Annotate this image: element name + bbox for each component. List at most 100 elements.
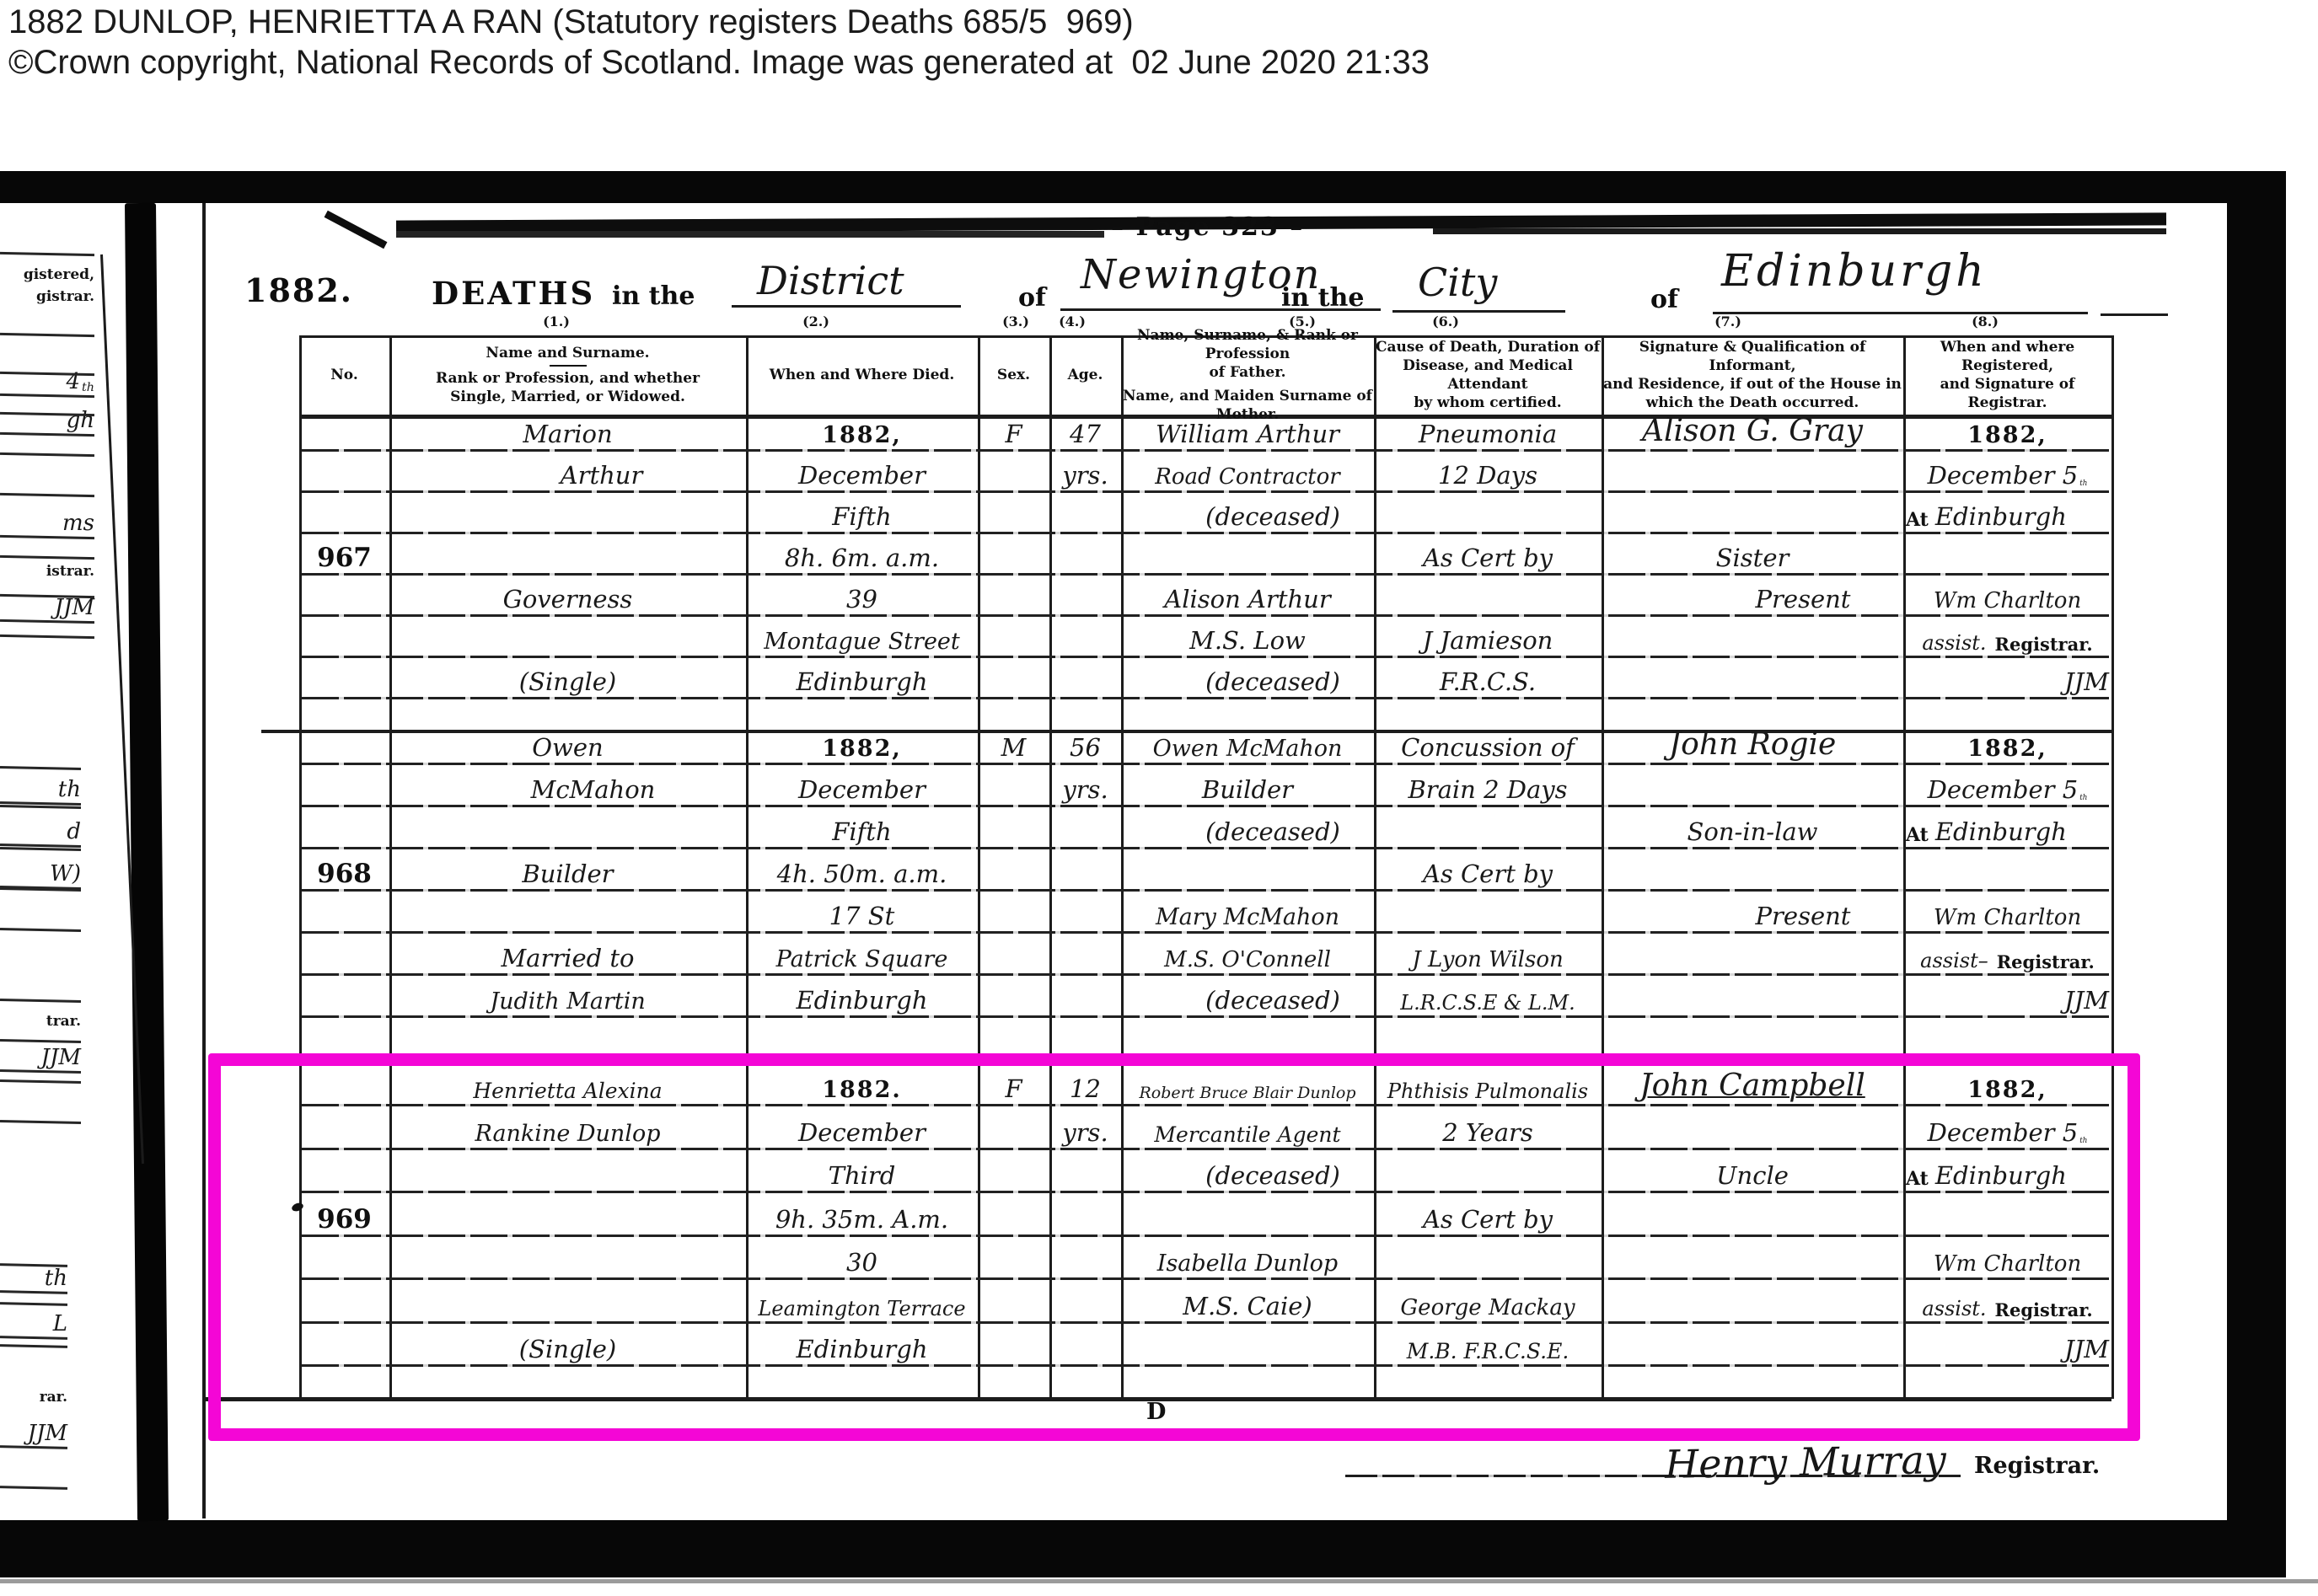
register-cell-age: yrs. — [1062, 775, 1108, 804]
prev-page-line — [0, 492, 95, 498]
ruled-line — [302, 805, 2109, 807]
register-cell-age: yrs. — [1062, 461, 1108, 490]
scan-edge-shadow — [0, 1579, 2318, 1583]
column-header-registered: When and where Registered, and Signature … — [1940, 338, 2075, 412]
prev-page-fragment: rar. — [39, 1389, 67, 1406]
register-cell-name: Governess — [502, 585, 633, 613]
table-row-border — [261, 730, 2114, 733]
prev-page-line — [0, 1079, 82, 1085]
table-column-border — [1903, 335, 1906, 1399]
register-cell-informant: Sister — [1715, 544, 1789, 572]
prev-page-fragment: istrar. — [46, 563, 94, 580]
register-cell-cause: Concussion of — [1401, 733, 1575, 762]
register-cell-parents: Robert Bruce Blair Dunlop — [1139, 1084, 1356, 1102]
title-in-the-1: in the — [612, 281, 695, 311]
table-row-border — [299, 415, 2114, 419]
register-cell-registered: JJM — [2064, 1335, 2109, 1363]
register-cell-registered: JJM — [2064, 667, 2109, 696]
register-cell-name: Rankine Dunlop — [475, 1120, 661, 1147]
register-cell-when: Edinburgh — [796, 1335, 928, 1363]
register-cell-parents: (deceased) — [1205, 1161, 1340, 1190]
register-cell-cause: Phthisis Pulmonalis — [1387, 1079, 1589, 1103]
register-cell-name: Owen — [532, 733, 604, 762]
register-cell-when: Montague Street — [764, 629, 960, 655]
register-cell-when: 17 St — [829, 902, 895, 930]
page-left-border — [202, 203, 206, 1518]
prev-page-line — [0, 1068, 82, 1074]
scan-smudge — [396, 231, 1104, 238]
scan-border-top — [0, 171, 2286, 203]
prev-page-fragment: gistrar. — [35, 288, 94, 305]
prev-page-line — [0, 452, 95, 458]
register-cell-when: Leamington Terrace — [758, 1296, 966, 1320]
register-cell-informant: John Rogie — [1668, 727, 1837, 762]
register-cell-when: Fifth — [832, 502, 892, 531]
register-cell-cause: George Mackay — [1400, 1294, 1575, 1320]
register-cell-parents: Alison Arthur — [1164, 585, 1331, 613]
prev-page-line — [0, 1344, 68, 1348]
entry-number: 968 — [317, 859, 372, 889]
table-column-border — [978, 335, 980, 1399]
ruled-line — [302, 1147, 2109, 1150]
register-cell-parents: (deceased) — [1205, 502, 1340, 531]
register-cell-cause: Brain 2 Days — [1408, 775, 1568, 804]
register-cell-when: Edinburgh — [796, 667, 928, 696]
register-cell-parents: (deceased) — [1205, 817, 1340, 846]
register-cell-cause: As Cert by — [1422, 860, 1553, 888]
column-ref: (4.) — [1059, 313, 1086, 329]
prev-page-fragment: JJM — [54, 595, 94, 620]
ruled-line — [302, 573, 2109, 576]
column-header-when: When and Where Died. — [769, 366, 955, 383]
register-cell-parents: Builder — [1201, 775, 1294, 804]
prev-page-fragment: th — [57, 777, 81, 802]
register-cell-cause: As Cert by — [1422, 544, 1553, 572]
register-cell-when: 4h. 50m. a.m. — [776, 860, 947, 888]
register-cell-informant: John Campbell — [1639, 1068, 1865, 1103]
prev-page-fragment: JJM — [40, 1045, 81, 1070]
register-cell-parents: M.S. O'Connell — [1164, 947, 1331, 972]
register-cell-name: Builder — [522, 860, 614, 888]
registrar-label: Registrar. — [1974, 1453, 2101, 1479]
prev-page-fragment: gistered, — [23, 266, 94, 283]
register-cell-registered: assist. Registrar. — [1922, 1296, 2093, 1320]
record-title: 1882 DUNLOP, HENRIETTA A RAN (Statutory … — [8, 3, 1134, 40]
column-header-informant: Signature & Qualification of Informant, a… — [1603, 338, 1902, 412]
prev-page-fragment: W) — [50, 861, 81, 886]
prev-page-line — [0, 927, 82, 933]
scan-smudge — [1433, 228, 2166, 234]
register-cell-parents: (deceased) — [1205, 667, 1340, 696]
ruled-line — [302, 1104, 2109, 1106]
register-cell-registered: At Edinburgh — [1906, 1161, 2067, 1190]
column-header-no: No. — [330, 366, 358, 383]
column-ref: (1.) — [543, 313, 570, 329]
register-cell-cause: Pneumonia — [1418, 420, 1558, 448]
prev-page-line — [0, 1119, 82, 1125]
ruled-line — [302, 1191, 2109, 1193]
ruled-line — [302, 973, 2109, 976]
table-column-border — [1049, 335, 1052, 1399]
register-cell-when: 8h. 6m. a.m. — [784, 544, 940, 572]
ruled-line — [302, 656, 2109, 658]
register-cell-parents: Road Contractor — [1155, 464, 1340, 490]
register-cell-cause: As Cert by — [1422, 1204, 1553, 1234]
column-header-age: Age. — [1067, 366, 1103, 383]
register-cell-registered: At Edinburgh — [1906, 817, 2067, 846]
scan-border-right — [2227, 171, 2286, 1577]
register-cell-when: 39 — [846, 585, 877, 613]
prev-page-fragment: d — [67, 819, 81, 844]
ruled-line — [302, 1234, 2109, 1237]
column-ref: (6.) — [1432, 313, 1459, 329]
column-ref: (2.) — [802, 313, 829, 329]
ruled-line — [302, 697, 2109, 699]
table-column-border — [389, 335, 392, 1399]
register-cell-registered: Wm Charlton — [1933, 905, 2082, 930]
register-cell-parents: Owen McMahon — [1152, 736, 1343, 762]
ruled-line — [302, 490, 2109, 493]
column-ref: (7.) — [1714, 313, 1741, 329]
ruled-line — [302, 889, 2109, 892]
page-number: – Page 323 – — [1111, 212, 1305, 242]
register-cell-when: 1882, — [822, 736, 902, 762]
register-cell-registered: Wm Charlton — [1933, 588, 2082, 613]
